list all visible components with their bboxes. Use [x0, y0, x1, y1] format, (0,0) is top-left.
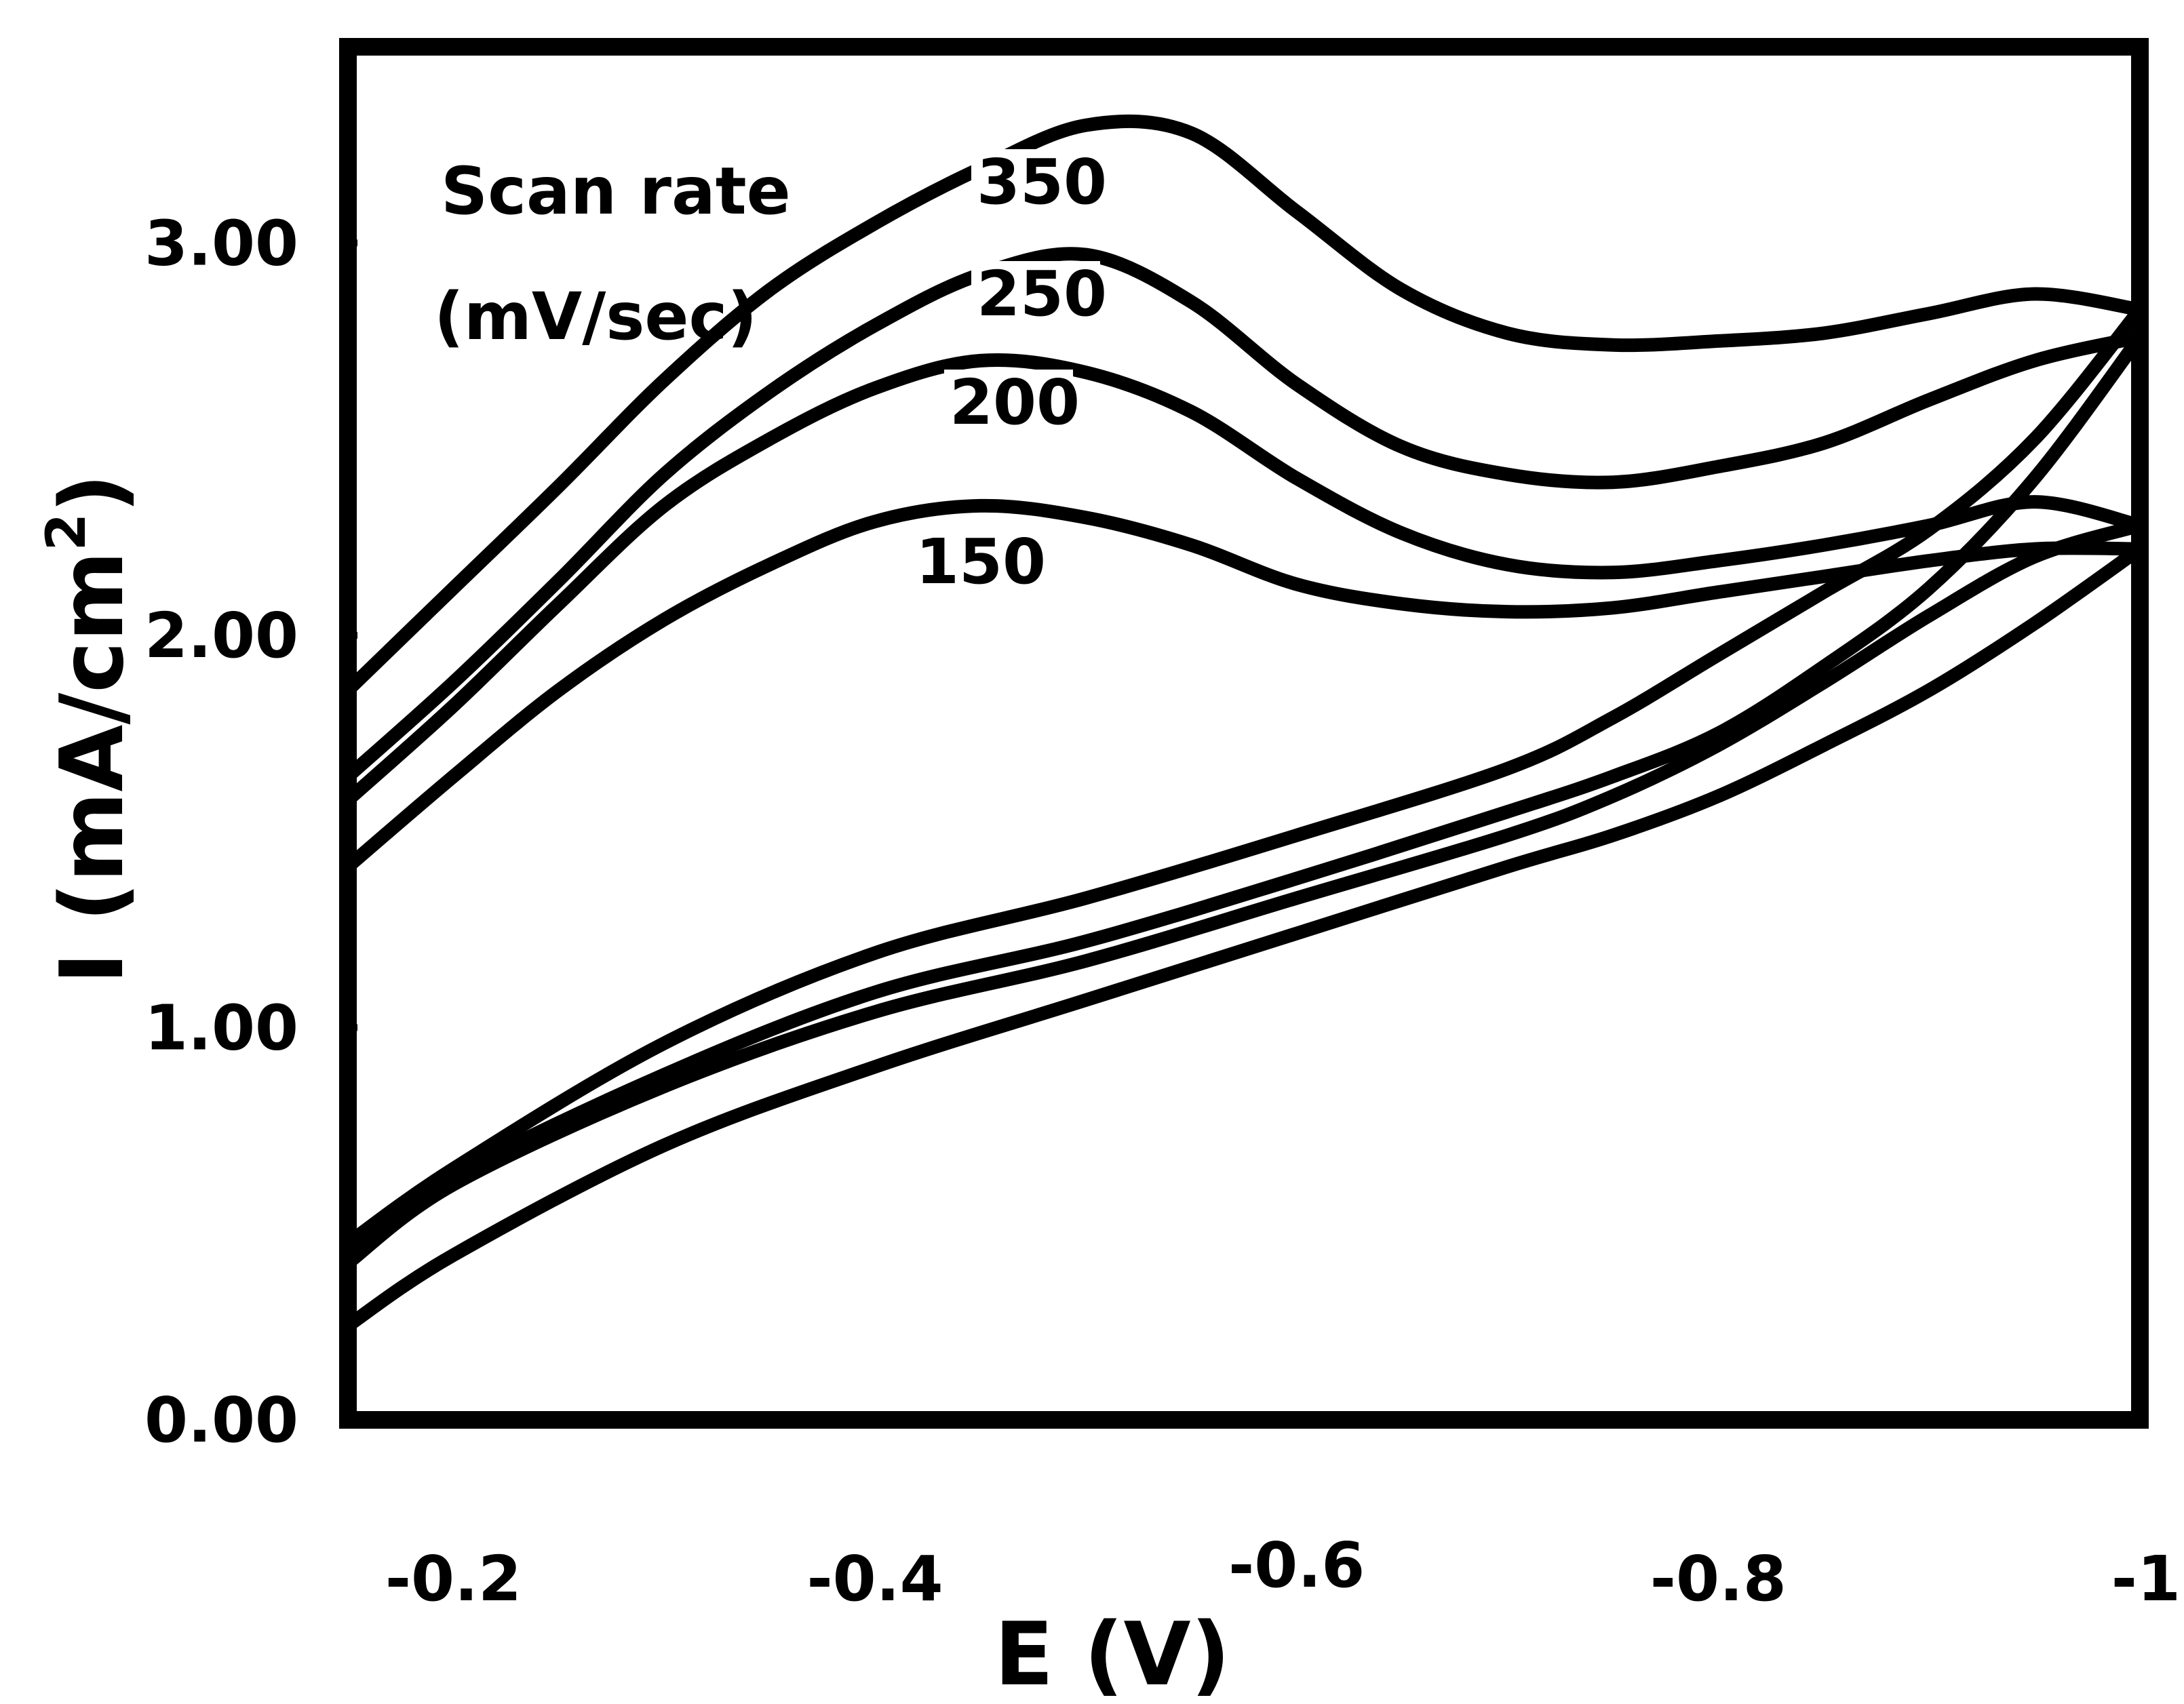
series-label-250: 250 [977, 258, 1107, 330]
y-axis-label-main: I (mA/cm [42, 551, 143, 985]
y-tick-label: 0.00 [144, 1384, 298, 1457]
series-label-200: 200 [950, 366, 1080, 439]
y-tick-label: 3.00 [144, 207, 298, 279]
y-tick-labels: 0.00 1.00 2.00 3.00 [144, 207, 298, 1457]
x-tick-label: -0.8 [1650, 1543, 1787, 1615]
series-label-background [971, 261, 1100, 326]
series-label-350: 350 [977, 146, 1107, 218]
series-label-background [944, 370, 1073, 435]
x-tick-label: -0.4 [806, 1543, 943, 1615]
series-curves [341, 114, 2147, 1333]
plot-frame [339, 38, 2149, 1429]
x-tick-labels: -0.2 -0.4 -0.6 -0.8 -1 [385, 1529, 2181, 1615]
y-axis-label: I (mA/cm2) [35, 473, 143, 984]
series-250 [341, 247, 2147, 1262]
legend: Scan rate (mV/sec) [434, 153, 791, 355]
legend-title-line1: Scan rate [441, 153, 791, 229]
series-200-reverse-sweep [341, 518, 2147, 1270]
x-tick-label: -1 [2111, 1543, 2181, 1615]
y-tick-marks [339, 239, 357, 1031]
series-350-forward-sweep [341, 114, 2147, 697]
y-axis-label-superscript: 2 [35, 513, 98, 551]
y-tick-label: 2.00 [144, 599, 298, 672]
plot-frame-group [339, 38, 2149, 1429]
series-200-forward-sweep [341, 353, 2147, 807]
series-200 [341, 353, 2147, 1270]
series-label-background [910, 529, 1039, 594]
legend-title-line2: (mV/sec) [434, 279, 757, 355]
x-axis-label: E (V) [994, 1604, 1230, 1704]
series-150 [341, 498, 2147, 1333]
series-labels: 350 250 200 150 [910, 146, 1107, 598]
x-tick-label: -0.2 [385, 1543, 522, 1615]
y-tick-label: 1.00 [144, 991, 298, 1064]
series-250-forward-sweep [341, 247, 2147, 784]
series-150-forward-sweep [341, 498, 2147, 874]
series-150-reverse-sweep [341, 542, 2147, 1333]
x-tick-label: -0.6 [1228, 1529, 1365, 1602]
y-axis-label-close: ) [42, 473, 143, 513]
series-label-background [971, 149, 1100, 214]
series-label-150: 150 [916, 526, 1046, 598]
series-250-reverse-sweep [341, 330, 2147, 1262]
